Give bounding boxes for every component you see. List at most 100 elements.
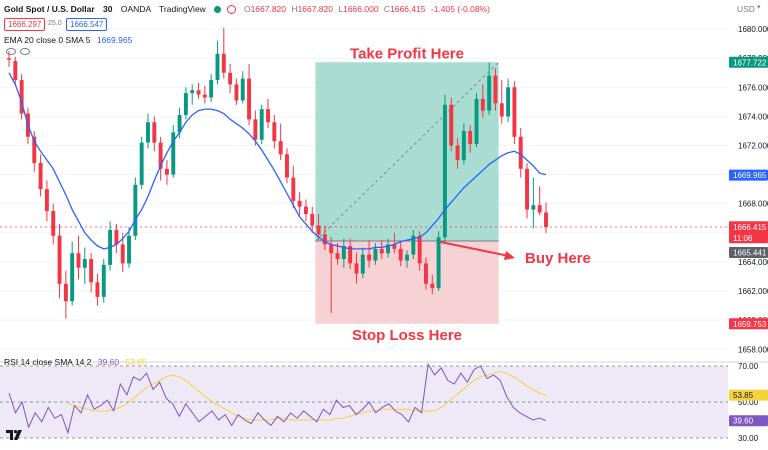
rsi-tick-label: 70.00 — [738, 362, 759, 371]
candle-body — [266, 109, 270, 123]
candle-body — [341, 245, 346, 260]
candle — [518, 128, 523, 178]
candle-body — [171, 132, 176, 175]
candle-body — [531, 205, 536, 210]
candle — [139, 136, 144, 190]
rsi-label: RSI 14 close SMA 14 2 — [4, 357, 92, 367]
candle-body — [525, 168, 530, 210]
candle — [499, 80, 504, 124]
buy-button[interactable]: 1666.547 — [66, 18, 108, 31]
candle — [152, 116, 157, 152]
candle-body — [354, 263, 359, 274]
rsi-tick-label: 50.00 — [738, 398, 759, 407]
last-price-badge-countdown: 11:06 — [733, 234, 753, 243]
rsi-ma-badge: 53.85 — [729, 389, 768, 401]
ohlc-low: 1666.000 — [343, 4, 379, 14]
price-tick-label: 1668.000 — [738, 200, 768, 209]
candle-body — [272, 122, 277, 142]
stop-price-badge: 1659.753 — [729, 318, 768, 330]
candle-body — [405, 254, 409, 261]
last-price-badge-bg — [729, 221, 768, 244]
rsi-ma-line — [67, 370, 547, 421]
candle-body — [335, 253, 340, 260]
candle-body — [57, 235, 62, 284]
candle — [468, 125, 473, 153]
candle-body — [322, 234, 327, 245]
candle — [63, 270, 68, 319]
candles — [7, 27, 548, 319]
rsi-ma-badge-value: 53.85 — [733, 391, 754, 400]
buy-label: Buy Here — [525, 250, 591, 267]
candle-body — [461, 130, 466, 161]
candle-body — [386, 244, 391, 254]
candle — [215, 40, 220, 85]
candle-body — [424, 263, 428, 284]
candle-body — [373, 248, 378, 261]
sell-button[interactable]: 1666.297 — [4, 18, 46, 31]
candle-body — [259, 109, 264, 140]
candle — [234, 78, 239, 105]
candle-body — [348, 245, 353, 264]
candle — [367, 240, 372, 268]
last-price-badge: 1666.415 11:06 — [729, 221, 768, 244]
candle — [373, 243, 378, 265]
candle — [133, 177, 138, 241]
candle — [449, 97, 454, 152]
stop-loss-label: Stop Loss Here — [352, 327, 462, 344]
candle — [247, 64, 252, 126]
candle — [474, 93, 479, 147]
candle-body — [177, 114, 182, 133]
ema-price-badge: 1669.965 — [729, 169, 768, 181]
candle — [297, 192, 302, 216]
candle-body — [506, 87, 511, 117]
candle-body — [297, 200, 302, 207]
candle-body — [7, 58, 11, 60]
candle-body — [518, 136, 523, 169]
candle-body — [127, 235, 131, 264]
buy-price: 1666.547 — [70, 20, 104, 29]
candle — [202, 85, 207, 104]
interval-label[interactable]: 30 — [103, 4, 113, 14]
candle-body — [63, 283, 68, 302]
ema-legend[interactable]: EMA 20 close 0 SMA 5 1669.965 — [4, 35, 132, 45]
candle — [436, 231, 441, 292]
price-tick-label: 1680.000 — [738, 25, 768, 34]
candle — [278, 123, 283, 161]
candle — [398, 241, 403, 267]
price-tick-label: 1664.000 — [738, 258, 768, 267]
candle — [70, 241, 75, 306]
candle — [417, 231, 422, 271]
candle-body — [430, 283, 435, 289]
status-dot-icon — [214, 6, 222, 14]
visibility-icon[interactable] — [20, 48, 30, 55]
currency-label[interactable]: USD — [737, 4, 755, 14]
currency-dropdown-icon[interactable]: ▾ — [757, 4, 761, 11]
tradingview-logo[interactable] — [6, 430, 22, 443]
entry-price-badge-bg — [729, 246, 768, 258]
last-price-badge-value: 1666.415 — [733, 223, 767, 232]
candle — [259, 104, 264, 145]
candle-body — [512, 87, 517, 137]
rsi-ma-value: 53.85 — [125, 357, 147, 367]
candle-body — [76, 253, 81, 268]
candle-body — [38, 162, 43, 190]
candle-body — [19, 80, 24, 114]
candle — [51, 203, 56, 245]
candle — [544, 202, 548, 233]
candle — [158, 136, 163, 181]
candle-body — [158, 142, 163, 169]
candle — [354, 253, 359, 284]
candle — [57, 224, 62, 299]
candle — [506, 78, 511, 123]
symbol-name[interactable]: Gold Spot / U.S. Dollar — [4, 4, 95, 14]
eye-icon[interactable] — [6, 48, 16, 55]
rsi-legend[interactable]: RSI 14 close SMA 14 2 39.60 53.85 — [4, 357, 147, 367]
candle-body — [152, 122, 157, 143]
price-tick-label: 1676.000 — [738, 83, 768, 92]
candle — [335, 243, 340, 265]
candle-body — [183, 93, 188, 115]
price-axis: 1658.0001660.0001662.0001664.0001666.000… — [738, 25, 768, 354]
candle-body — [310, 213, 315, 226]
ohlc-header: Gold Spot / U.S. Dollar 30 OANDA Trading… — [4, 4, 490, 15]
